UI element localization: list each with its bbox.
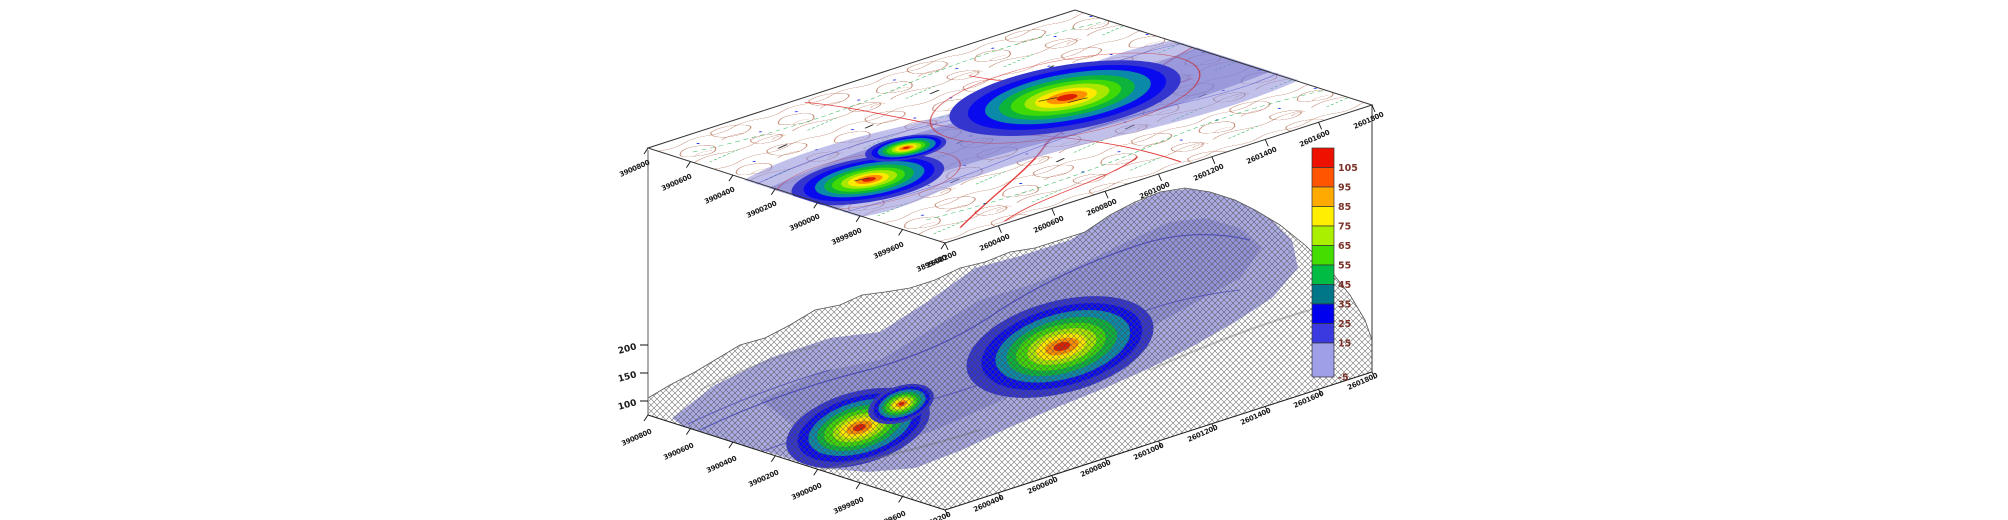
colorbar-swatch bbox=[1311, 206, 1335, 227]
axis-tick-label: 2600600 bbox=[1032, 214, 1065, 234]
terrain-surface-layer bbox=[647, 187, 1373, 511]
z-axis-tick-label: 200 bbox=[617, 342, 638, 357]
axis-tick-label: 2601200 bbox=[1192, 162, 1225, 182]
axis-tick-label: 2601400 bbox=[1245, 145, 1278, 165]
colorbar-label: 25 bbox=[1338, 319, 1351, 330]
axis-tick-label: 3900200 bbox=[745, 199, 778, 219]
z-axis-tick-marks bbox=[640, 344, 648, 402]
axis-tick-label: 3900800 bbox=[618, 158, 651, 178]
axis-tick-label: 3900200 bbox=[747, 468, 780, 488]
topo-map-layer bbox=[643, 9, 1376, 251]
box-left-axis-tick-marks bbox=[643, 414, 903, 503]
map-green-boundary-line bbox=[925, 90, 1327, 221]
colorbar-swatch bbox=[1311, 245, 1335, 266]
axis-tick-label: 3899600 bbox=[872, 240, 905, 260]
colorbar-label: 105 bbox=[1338, 163, 1358, 174]
colorbar-swatch bbox=[1311, 342, 1335, 378]
axis-tick-label: 3900400 bbox=[705, 454, 738, 474]
colorbar-label: 85 bbox=[1338, 202, 1351, 213]
colorbar-label: 35 bbox=[1338, 300, 1351, 311]
colorbar-swatch bbox=[1311, 186, 1335, 207]
axis-tick-label: 2600200 bbox=[919, 510, 952, 520]
axis-tick-label: 3900400 bbox=[703, 185, 736, 205]
z-axis-tick-label: 100 bbox=[617, 398, 638, 413]
colorbar-label: 55 bbox=[1338, 261, 1351, 272]
axis-tick-label: 3899800 bbox=[830, 226, 863, 246]
map-road-line bbox=[1003, 156, 1139, 222]
colorbar-label: 75 bbox=[1338, 222, 1351, 233]
colorbar-swatch bbox=[1311, 167, 1335, 188]
colorbar-swatch bbox=[1311, 147, 1335, 168]
colorbar: 105 95 85 75 65 55 45 35 25 15 -5 bbox=[1311, 147, 1358, 384]
z-axis-tick-label: 150 bbox=[617, 370, 638, 385]
axis-tick-label: 3900000 bbox=[790, 481, 823, 501]
axis-tick-label: 3900600 bbox=[662, 441, 695, 461]
axis-tick-label: 2601800 bbox=[1352, 110, 1385, 130]
colorbar-swatch bbox=[1311, 303, 1335, 324]
map-left-axis-tick-marks bbox=[643, 147, 946, 250]
map-contour-line bbox=[840, 72, 1281, 214]
colorbar-label: -5 bbox=[1338, 373, 1349, 384]
colorbar-swatch bbox=[1311, 284, 1335, 305]
axis-tick-label: 2600200 bbox=[925, 249, 958, 269]
axis-tick-label: 3900000 bbox=[788, 212, 821, 232]
axis-tick-label: 3900800 bbox=[620, 427, 653, 447]
colorbar-label: 95 bbox=[1338, 183, 1351, 194]
wireframe-mesh bbox=[648, 188, 1372, 510]
axis-tick-label: 3900600 bbox=[660, 172, 693, 192]
colorbar-swatch bbox=[1311, 264, 1335, 285]
axis-tick-label: 3899600 bbox=[874, 509, 907, 520]
colorbar-swatch bbox=[1311, 225, 1335, 246]
colorbar-label: 45 bbox=[1338, 280, 1351, 291]
map-green-boundary-line bbox=[692, 21, 1107, 153]
colorbar-label: 15 bbox=[1338, 339, 1351, 350]
map-hotspot-center-marks bbox=[853, 97, 1088, 182]
map-right-axis-tick-marks bbox=[944, 104, 1376, 251]
map-red-contour-ring bbox=[929, 52, 1201, 144]
colorbar-swatch bbox=[1311, 323, 1335, 344]
axis-tick-label: 3899800 bbox=[832, 495, 865, 515]
axis-tick-label: 2600400 bbox=[978, 232, 1011, 252]
axis-tick-label: 2601600 bbox=[1298, 128, 1331, 148]
box-right-axis-tick-marks bbox=[944, 371, 1376, 517]
colorbar-label: 65 bbox=[1338, 241, 1351, 252]
